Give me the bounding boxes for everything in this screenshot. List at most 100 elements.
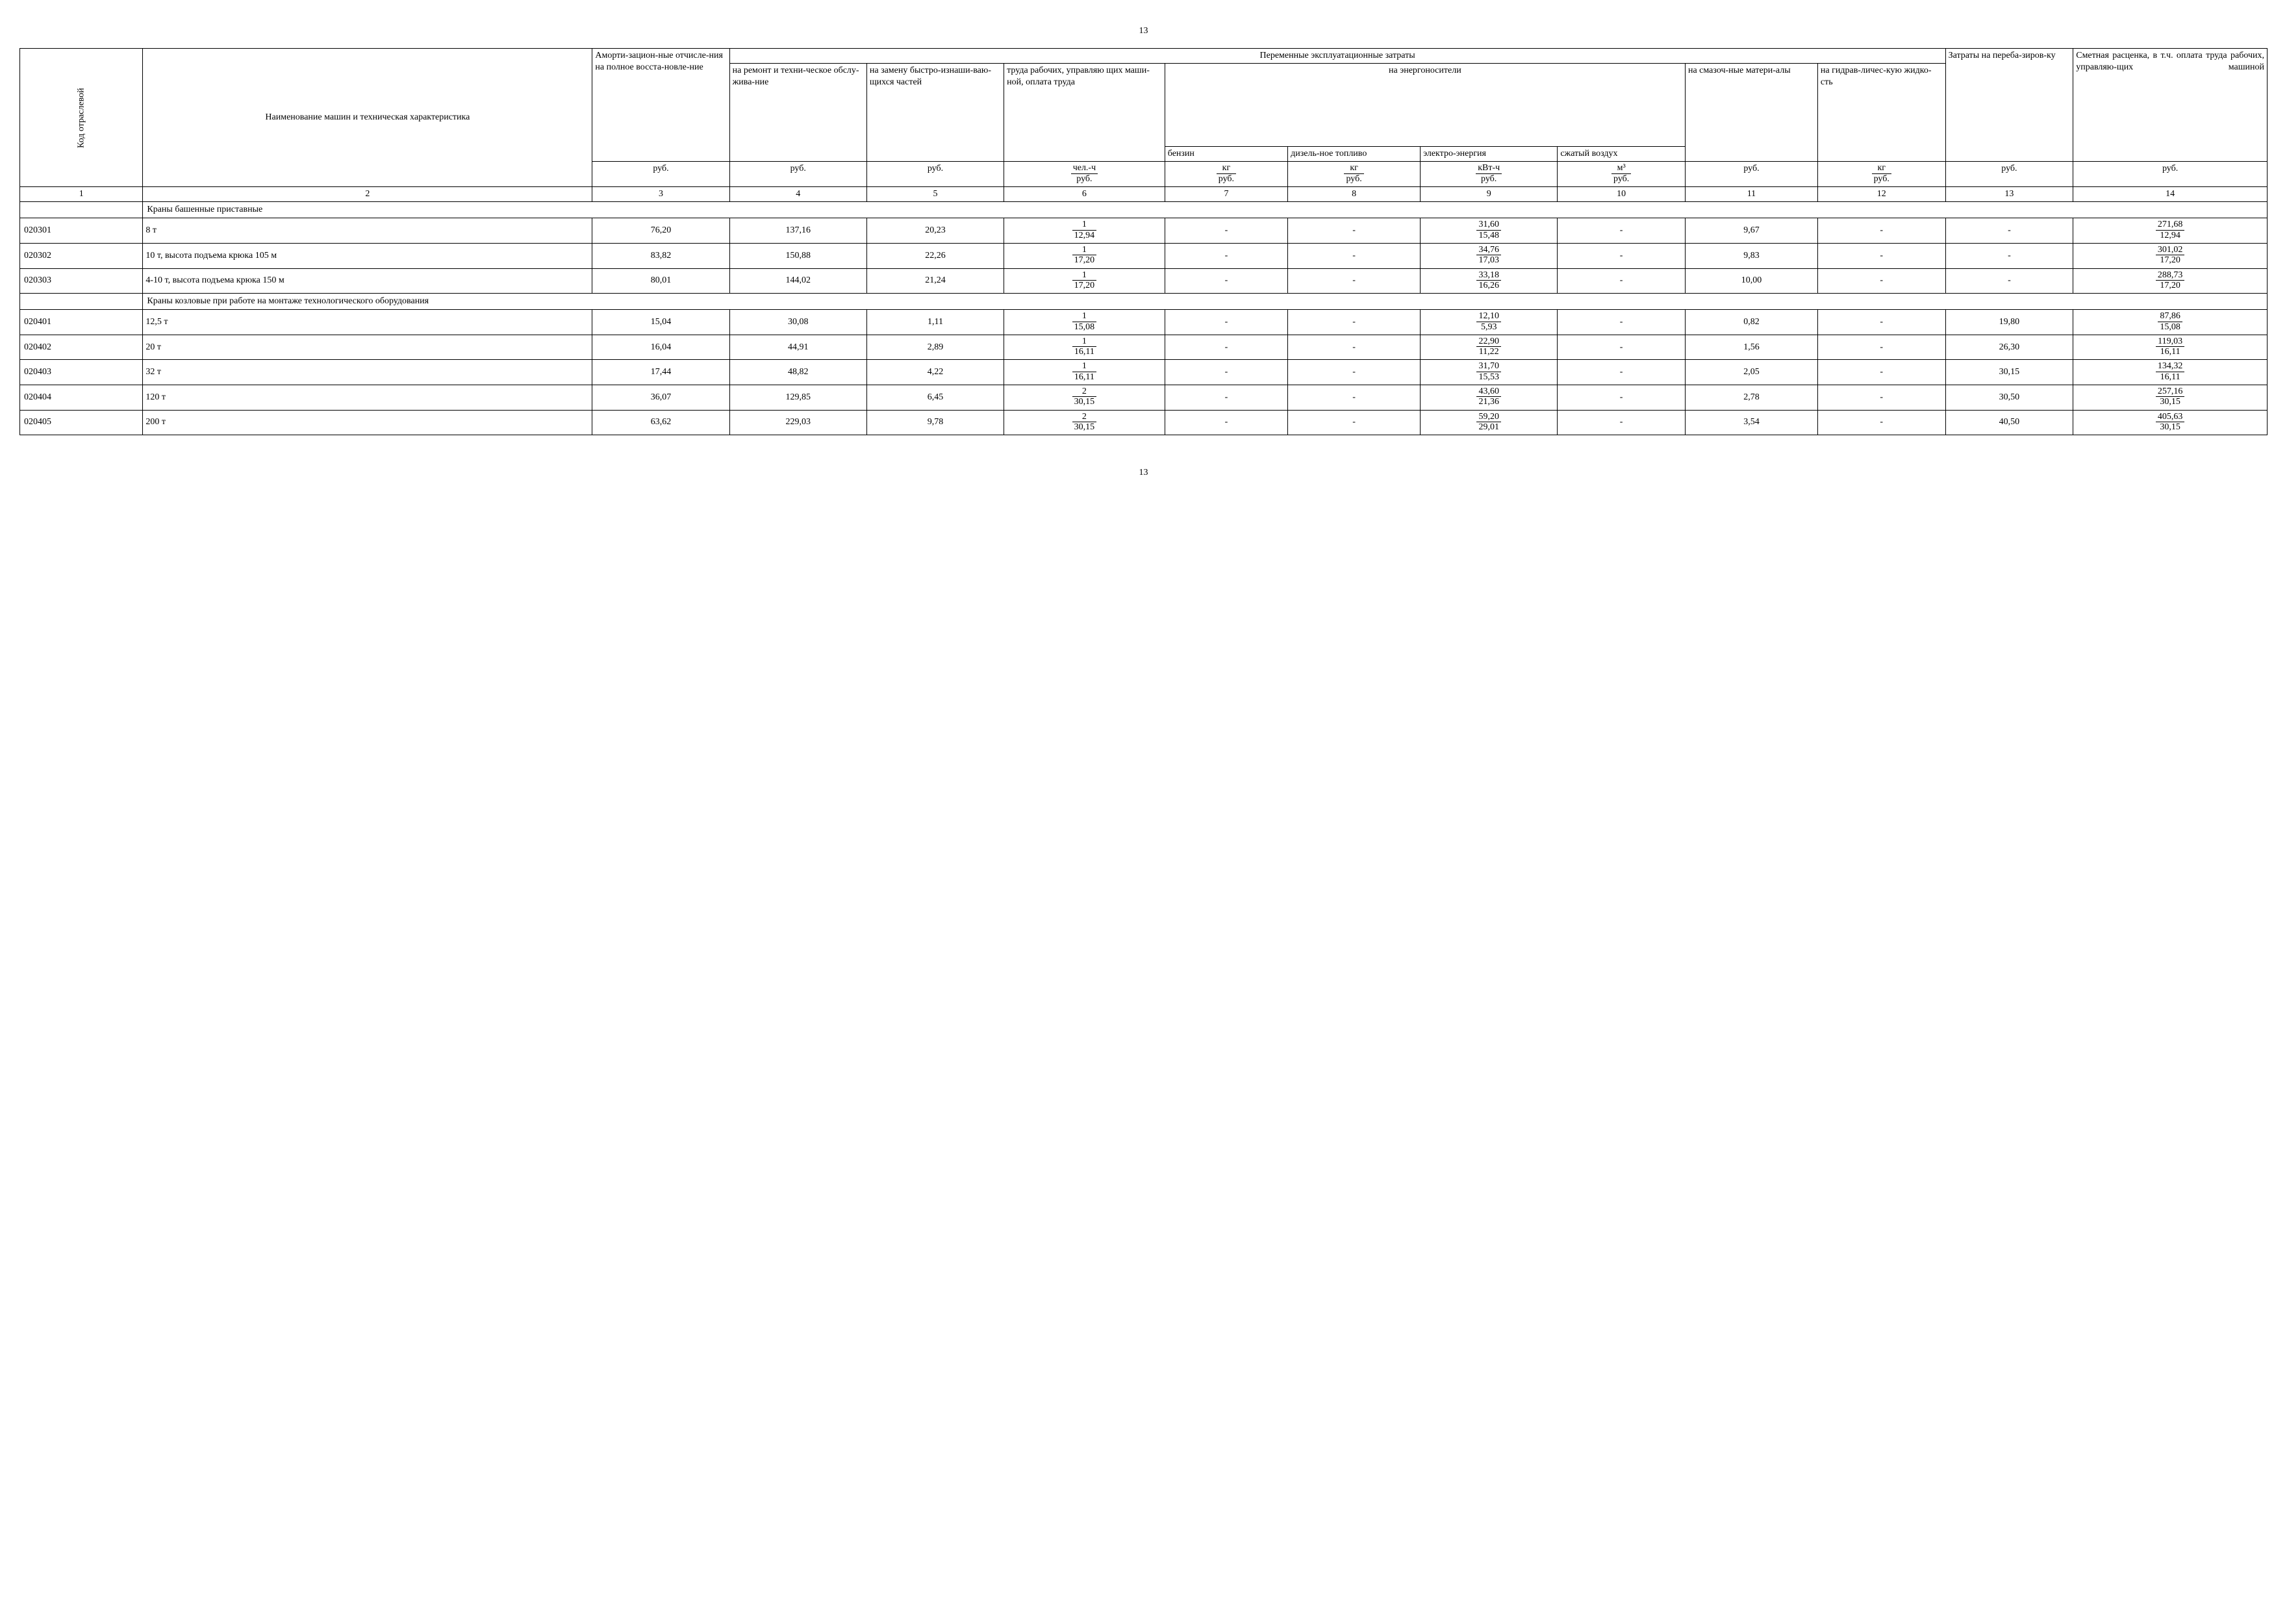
cell-electricity: 43,6021,36 bbox=[1421, 385, 1558, 411]
cell-estimate: 119,0316,11 bbox=[2073, 335, 2268, 360]
cell-diesel: - bbox=[1288, 360, 1421, 385]
table-row: 020405200 т63,62229,039,78230,15--59,202… bbox=[20, 410, 2268, 435]
cell-rebasing: 26,30 bbox=[1945, 335, 2073, 360]
section-title: Краны башенные приставные bbox=[143, 202, 2268, 218]
col-number: 13 bbox=[1945, 187, 2073, 202]
cell-petrol: - bbox=[1165, 335, 1287, 360]
cell-air: - bbox=[1558, 243, 1686, 268]
cell-amort: 17,44 bbox=[592, 360, 729, 385]
header-rebasing: Затраты на переба-зиров-ку bbox=[1945, 49, 2073, 162]
col-number: 4 bbox=[729, 187, 866, 202]
table-row: 0203034-10 т, высота подъема крюка 150 м… bbox=[20, 268, 2268, 294]
cell-lubricants: 9,83 bbox=[1685, 243, 1817, 268]
header-air: сжатый воздух bbox=[1558, 147, 1686, 162]
cell-electricity: 33,1816,26 bbox=[1421, 268, 1558, 294]
cell-repair: 129,85 bbox=[729, 385, 866, 411]
cell-air: - bbox=[1558, 360, 1686, 385]
cell-air: - bbox=[1558, 385, 1686, 411]
cell-name: 4-10 т, высота подъема крюка 150 м bbox=[143, 268, 592, 294]
cell-replace: 22,26 bbox=[866, 243, 1004, 268]
unit-8: кгруб. bbox=[1288, 162, 1421, 187]
col-number: 5 bbox=[866, 187, 1004, 202]
unit-12: кгруб. bbox=[1817, 162, 1945, 187]
col-number: 10 bbox=[1558, 187, 1686, 202]
column-number-row: 1234567891011121314 bbox=[20, 187, 2268, 202]
section-title: Краны козловые при работе на монтаже тех… bbox=[143, 294, 2268, 310]
cell-lubricants: 3,54 bbox=[1685, 410, 1817, 435]
header-replace: на замену быстро-изнаши-ваю-щихся частей bbox=[866, 64, 1004, 162]
cell-code: 020303 bbox=[20, 268, 143, 294]
cell-diesel: - bbox=[1288, 335, 1421, 360]
cell-diesel: - bbox=[1288, 385, 1421, 411]
unit-6: чел.-чруб. bbox=[1004, 162, 1165, 187]
cell-name: 32 т bbox=[143, 360, 592, 385]
cell-hydraulic: - bbox=[1817, 243, 1945, 268]
section-row: Краны башенные приставные bbox=[20, 202, 2268, 218]
cell-rebasing: 30,15 bbox=[1945, 360, 2073, 385]
unit-5: руб. bbox=[866, 162, 1004, 187]
cell-air: - bbox=[1558, 410, 1686, 435]
cell-electricity: 12,105,93 bbox=[1421, 310, 1558, 335]
cell-hydraulic: - bbox=[1817, 385, 1945, 411]
cell-electricity: 34,7617,03 bbox=[1421, 243, 1558, 268]
cell-replace: 2,89 bbox=[866, 335, 1004, 360]
cell-petrol: - bbox=[1165, 360, 1287, 385]
cell-code: 020405 bbox=[20, 410, 143, 435]
unit-3: руб. bbox=[592, 162, 729, 187]
cell-estimate: 134,3216,11 bbox=[2073, 360, 2268, 385]
col-number: 7 bbox=[1165, 187, 1287, 202]
table-row: 0203018 т76,20137,1620,23112,94--31,6015… bbox=[20, 218, 2268, 244]
cell-repair: 48,82 bbox=[729, 360, 866, 385]
cell-code: 020301 bbox=[20, 218, 143, 244]
main-table: Код отраслевой Наименование машин и техн… bbox=[19, 48, 2268, 435]
cell-air: - bbox=[1558, 268, 1686, 294]
cell-name: 10 т, высота подъема крюка 105 м bbox=[143, 243, 592, 268]
cell-replace: 4,22 bbox=[866, 360, 1004, 385]
cell-replace: 20,23 bbox=[866, 218, 1004, 244]
col-number: 6 bbox=[1004, 187, 1165, 202]
cell-electricity: 31,7015,53 bbox=[1421, 360, 1558, 385]
header-diesel: дизель-ное топливо bbox=[1288, 147, 1421, 162]
cell-petrol: - bbox=[1165, 310, 1287, 335]
cell-diesel: - bbox=[1288, 218, 1421, 244]
cell-name: 12,5 т bbox=[143, 310, 592, 335]
cell-hydraulic: - bbox=[1817, 410, 1945, 435]
cell-repair: 30,08 bbox=[729, 310, 866, 335]
table-row: 020404120 т36,07129,856,45230,15--43,602… bbox=[20, 385, 2268, 411]
cell-hydraulic: - bbox=[1817, 335, 1945, 360]
cell-replace: 6,45 bbox=[866, 385, 1004, 411]
col-number: 11 bbox=[1685, 187, 1817, 202]
cell-petrol: - bbox=[1165, 410, 1287, 435]
cell-lubricants: 0,82 bbox=[1685, 310, 1817, 335]
unit-4: руб. bbox=[729, 162, 866, 187]
cell-estimate: 87,8615,08 bbox=[2073, 310, 2268, 335]
cell-amort: 15,04 bbox=[592, 310, 729, 335]
cell-estimate: 288,7317,20 bbox=[2073, 268, 2268, 294]
cell-petrol: - bbox=[1165, 268, 1287, 294]
header-amort: Аморти-зацион-ные отчисле-ния на полное … bbox=[592, 49, 729, 162]
unit-11: руб. bbox=[1685, 162, 1817, 187]
cell-lubricants: 2,05 bbox=[1685, 360, 1817, 385]
cell-rebasing: 30,50 bbox=[1945, 385, 2073, 411]
cell-rebasing: 19,80 bbox=[1945, 310, 2073, 335]
cell-electricity: 31,6015,48 bbox=[1421, 218, 1558, 244]
cell-labor: 116,11 bbox=[1004, 360, 1165, 385]
cell-estimate: 301,0217,20 bbox=[2073, 243, 2268, 268]
page-number-top: 13 bbox=[19, 26, 2268, 36]
cell-labor: 117,20 bbox=[1004, 268, 1165, 294]
table-row: 02040220 т16,0444,912,89116,11--22,9011,… bbox=[20, 335, 2268, 360]
cell-labor: 115,08 bbox=[1004, 310, 1165, 335]
col-number: 9 bbox=[1421, 187, 1558, 202]
cell-rebasing: - bbox=[1945, 268, 2073, 294]
header-estimate: Сметная расценка, в т.ч. оплата труда ра… bbox=[2073, 49, 2268, 162]
cell-petrol: - bbox=[1165, 243, 1287, 268]
cell-lubricants: 10,00 bbox=[1685, 268, 1817, 294]
unit-14: руб. bbox=[2073, 162, 2268, 187]
table-row: 02030210 т, высота подъема крюка 105 м83… bbox=[20, 243, 2268, 268]
col-number: 2 bbox=[143, 187, 592, 202]
cell-name: 200 т bbox=[143, 410, 592, 435]
cell-labor: 117,20 bbox=[1004, 243, 1165, 268]
cell-replace: 21,24 bbox=[866, 268, 1004, 294]
unit-9: кВт-чруб. bbox=[1421, 162, 1558, 187]
unit-13: руб. bbox=[1945, 162, 2073, 187]
